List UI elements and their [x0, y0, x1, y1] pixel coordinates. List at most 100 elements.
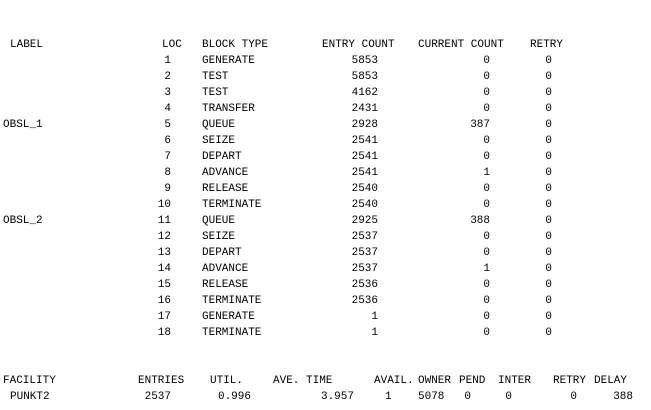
column-header: UTIL. — [210, 375, 244, 387]
cell: 10 — [157, 199, 171, 211]
cell: 1 — [483, 167, 490, 179]
cell: 2537 — [351, 263, 378, 275]
cell: 0 — [545, 167, 552, 179]
cell: OBSL_2 — [3, 215, 43, 227]
cell: 2 — [164, 71, 171, 83]
cell: 4162 — [351, 87, 378, 99]
cell: 0 — [483, 279, 490, 291]
cell: 0 — [483, 103, 490, 115]
cell: 2925 — [351, 215, 378, 227]
cell: 0 — [483, 55, 490, 67]
cell: SEIZE — [202, 231, 236, 243]
cell: 0 — [483, 135, 490, 147]
cell: DEPART — [202, 247, 242, 259]
cell: 0 — [483, 311, 490, 323]
cell: 3.957 — [320, 391, 354, 403]
cell: 387 — [470, 119, 490, 131]
cell: 0 — [545, 231, 552, 243]
cell: 8 — [164, 167, 171, 179]
cell: 0 — [483, 199, 490, 211]
cell: 2537 — [144, 391, 171, 403]
cell: RELEASE — [202, 183, 249, 195]
cell: 18 — [157, 327, 171, 339]
cell: ADVANCE — [202, 263, 249, 275]
cell: TEST — [202, 71, 229, 83]
column-header: RETRY — [553, 375, 587, 387]
column-header: LOC — [162, 39, 182, 51]
cell: 0 — [545, 295, 552, 307]
cell: 0 — [545, 215, 552, 227]
cell: 1 — [483, 263, 490, 275]
cell: DEPART — [202, 151, 242, 163]
cell: 0 — [545, 87, 552, 99]
cell: 2536 — [351, 279, 378, 291]
cell: 0 — [545, 199, 552, 211]
column-header: CURRENT COUNT — [418, 39, 504, 51]
cell: 0 — [545, 247, 552, 259]
column-header: AVE. TIME — [273, 375, 333, 387]
cell: 0 — [483, 71, 490, 83]
cell: 0 — [483, 247, 490, 259]
column-header: ENTRY COUNT — [322, 39, 395, 51]
cell: 0 — [545, 263, 552, 275]
cell: 0 — [545, 135, 552, 147]
cell: 0 — [545, 279, 552, 291]
cell: 5853 — [351, 71, 378, 83]
cell: 0 — [483, 151, 490, 163]
cell: 2541 — [351, 151, 378, 163]
cell: RELEASE — [202, 279, 249, 291]
cell: 0 — [545, 103, 552, 115]
cell: 15 — [157, 279, 171, 291]
column-header: PEND — [459, 375, 486, 387]
cell: 0 — [505, 391, 512, 403]
cell: 4 — [164, 103, 171, 115]
column-header: INTER — [498, 375, 532, 387]
cell: TERMINATE — [202, 295, 262, 307]
cell: 16 — [157, 295, 171, 307]
cell: TRANSFER — [202, 103, 255, 115]
cell: 388 — [470, 215, 490, 227]
cell: 0 — [545, 119, 552, 131]
cell: 0 — [483, 327, 490, 339]
cell: GENERATE — [202, 55, 255, 67]
cell: 0 — [483, 87, 490, 99]
cell: SEIZE — [202, 135, 236, 147]
cell: 2431 — [351, 103, 378, 115]
column-header: ENTRIES — [138, 375, 185, 387]
cell: 9 — [164, 183, 171, 195]
cell: TEST — [202, 87, 229, 99]
cell: 2540 — [351, 199, 378, 211]
cell: 2537 — [351, 247, 378, 259]
cell: 2540 — [351, 183, 378, 195]
cell: 12 — [157, 231, 171, 243]
cell: 2541 — [351, 167, 378, 179]
cell: 0 — [545, 327, 552, 339]
cell: 3 — [164, 87, 171, 99]
cell: 0 — [545, 71, 552, 83]
cell: 5853 — [351, 55, 378, 67]
column-header: OWNER — [418, 375, 452, 387]
cell: 0 — [545, 311, 552, 323]
cell: 5078 — [418, 391, 445, 403]
cell: 5 — [164, 119, 171, 131]
cell: 7 — [164, 151, 171, 163]
cell: 2536 — [351, 295, 378, 307]
cell: 0 — [545, 55, 552, 67]
cell: GENERATE — [202, 311, 255, 323]
cell: TERMINATE — [202, 199, 262, 211]
cell: 1 — [371, 311, 378, 323]
cell: OBSL_1 — [3, 119, 43, 131]
cell: 1 — [385, 391, 392, 403]
column-header: RETRY — [530, 39, 564, 51]
cell: QUEUE — [202, 119, 236, 131]
cell: 0 — [483, 295, 490, 307]
cell: TERMINATE — [202, 327, 262, 339]
cell: ADVANCE — [202, 167, 249, 179]
cell: 14 — [157, 263, 171, 275]
cell: PUNKT2 — [10, 391, 50, 403]
cell: QUEUE — [202, 215, 236, 227]
column-header: FACILITY — [3, 375, 56, 387]
cell: 0 — [545, 151, 552, 163]
column-header: BLOCK TYPE — [202, 39, 269, 51]
